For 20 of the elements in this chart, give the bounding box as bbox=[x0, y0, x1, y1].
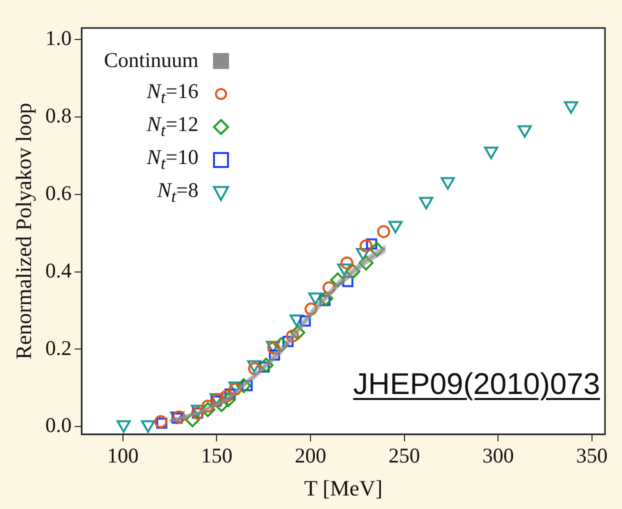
annotation: JHEP09(2010)073 bbox=[353, 368, 600, 402]
y-axis-title: Renormalized Polyakov loop bbox=[10, 102, 36, 360]
y-tick-label: 0.0 bbox=[45, 413, 72, 438]
x-tick-label: 150 bbox=[200, 444, 232, 468]
y-tick-label: 0.4 bbox=[45, 258, 72, 282]
x-tick-label: 300 bbox=[482, 444, 514, 468]
legend-label: Continuum bbox=[104, 48, 199, 73]
y-tick-label: 0.6 bbox=[45, 180, 72, 205]
y-tick-label: 1.0 bbox=[45, 26, 72, 50]
x-tick-label: 250 bbox=[388, 444, 420, 468]
y-tick-label: 0.2 bbox=[45, 336, 72, 360]
y-tick-label: 0.8 bbox=[45, 104, 72, 128]
x-tick-label: 350 bbox=[576, 444, 608, 468]
legend-label: N$_{t}$=12 bbox=[146, 112, 199, 142]
legend-label: N$_{t}$=8 bbox=[157, 178, 199, 208]
legend-label: N$_{t}$=10 bbox=[146, 144, 199, 174]
x-tick-label: 100 bbox=[107, 444, 139, 468]
x-axis-title: T [MeV] bbox=[304, 476, 383, 501]
legend-label: N$_{t}$=16 bbox=[146, 78, 199, 108]
x-tick-label: 200 bbox=[294, 444, 326, 468]
